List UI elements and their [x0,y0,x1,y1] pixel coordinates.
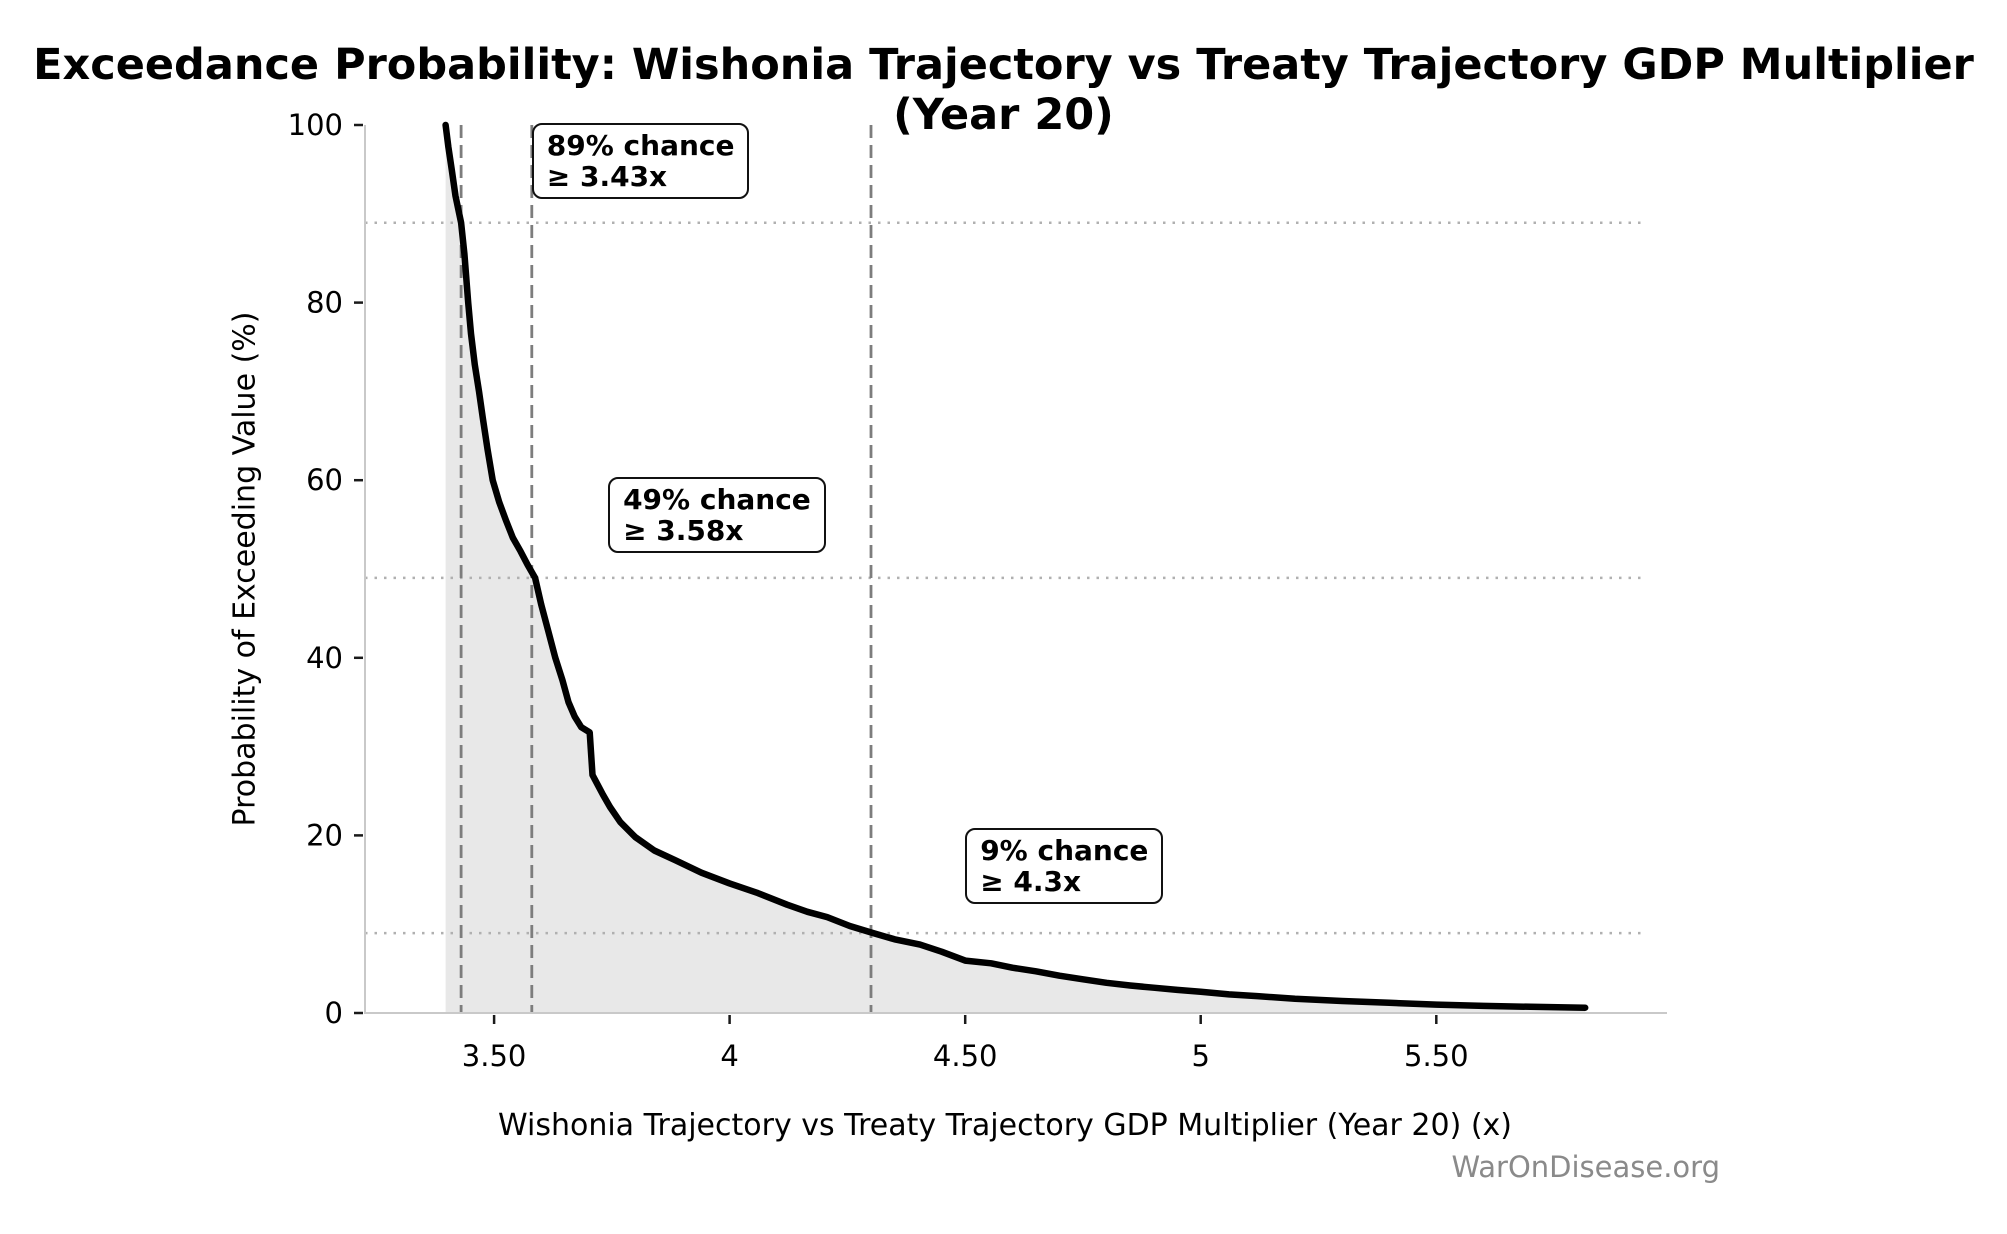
area-fill [445,125,1586,1013]
y-tick-label: 0 [325,996,343,1030]
y-axis-label: Probability of Exceeding Value (%) [227,311,263,827]
annotation-line2: ≥ 3.58x [623,513,744,547]
exceedance-curve [442,121,1589,1011]
annotation-89pct: 89% chance ≥ 3.43x [531,123,750,200]
annotation-line1: 89% chance [546,129,735,163]
y-tick-label: 60 [306,463,343,497]
annotation-9pct: 9% chance ≥ 4.3x [965,828,1164,905]
annotation-line2: ≥ 3.43x [546,160,668,194]
y-tick-label: 20 [306,818,343,852]
y-tick-label: 80 [306,286,343,320]
annotation-49pct: 49% chance ≥ 3.58x [608,476,826,553]
annotation-line1: 9% chance [980,834,1149,868]
x-tick-label: 5.50 [1404,1039,1469,1073]
x-tick-label: 3.50 [462,1039,527,1073]
y-tick-label: 40 [306,641,343,675]
annotation-line2: ≥ 4.3x [980,865,1082,899]
watermark-text: WarOnDisease.org [1451,1150,1720,1184]
y-tick-label: 100 [288,108,343,142]
x-tick-label: 4 [720,1039,738,1073]
x-tick-label: 4.50 [933,1039,998,1073]
x-axis-label: Wishonia Trajectory vs Treaty Trajectory… [497,1108,1512,1143]
annotation-line1: 49% chance [623,482,811,516]
chart-title: Exceedance Probability: Wishonia Traject… [33,40,1974,140]
x-tick-label: 5 [1191,1039,1209,1073]
